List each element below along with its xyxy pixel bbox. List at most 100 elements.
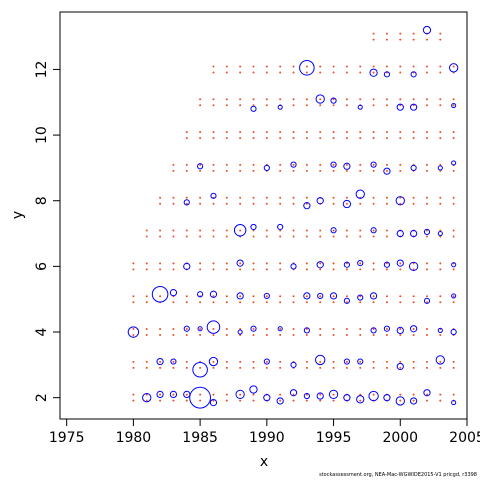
red-point bbox=[425, 301, 428, 304]
red-point bbox=[345, 334, 348, 337]
red-point bbox=[145, 262, 148, 265]
red-point bbox=[385, 229, 388, 232]
red-point bbox=[265, 98, 268, 101]
blue-point bbox=[330, 161, 337, 168]
blue-point bbox=[197, 326, 203, 332]
red-point bbox=[199, 169, 202, 172]
blue-point bbox=[369, 292, 378, 300]
red-point bbox=[199, 393, 202, 396]
red-point bbox=[305, 295, 308, 298]
blue-point bbox=[357, 358, 364, 365]
red-point bbox=[212, 137, 215, 140]
red-point bbox=[239, 169, 242, 172]
red-point bbox=[199, 399, 202, 402]
red-point bbox=[319, 399, 322, 402]
red-point bbox=[199, 163, 202, 166]
red-point bbox=[372, 328, 375, 331]
red-point bbox=[439, 137, 442, 140]
red-point bbox=[305, 262, 308, 265]
red-point bbox=[199, 98, 202, 101]
blue-point bbox=[357, 104, 363, 110]
red-point bbox=[319, 334, 322, 337]
red-point bbox=[225, 360, 228, 363]
red-point bbox=[292, 98, 295, 101]
x-tick-label: 1995 bbox=[316, 430, 352, 446]
red-point bbox=[452, 366, 455, 369]
blue-point bbox=[422, 25, 432, 35]
red-point bbox=[345, 301, 348, 304]
red-point bbox=[252, 268, 255, 271]
red-point bbox=[452, 295, 455, 298]
red-point bbox=[185, 163, 188, 166]
red-point bbox=[265, 65, 268, 68]
red-point bbox=[345, 65, 348, 68]
red-point bbox=[385, 235, 388, 238]
red-point bbox=[185, 131, 188, 134]
red-point bbox=[239, 268, 242, 271]
red-point bbox=[252, 169, 255, 172]
red-point bbox=[332, 202, 335, 205]
red-point bbox=[305, 65, 308, 68]
red-point bbox=[332, 399, 335, 402]
red-point bbox=[265, 268, 268, 271]
red-point bbox=[265, 301, 268, 304]
red-point bbox=[279, 295, 282, 298]
blue-point bbox=[437, 230, 443, 237]
red-point bbox=[425, 65, 428, 68]
red-point bbox=[145, 360, 148, 363]
red-point bbox=[265, 328, 268, 331]
red-point bbox=[319, 98, 322, 101]
y-tick-label: 4 bbox=[34, 327, 50, 336]
red-point bbox=[372, 169, 375, 172]
red-point bbox=[305, 235, 308, 238]
red-point bbox=[385, 366, 388, 369]
red-point bbox=[425, 393, 428, 396]
red-point bbox=[412, 262, 415, 265]
blue-point bbox=[206, 320, 221, 334]
red-point bbox=[172, 202, 175, 205]
red-point bbox=[452, 235, 455, 238]
red-point bbox=[425, 131, 428, 134]
blue-point bbox=[396, 229, 404, 238]
red-point bbox=[265, 360, 268, 363]
red-point bbox=[359, 295, 362, 298]
blue-point bbox=[451, 102, 457, 109]
red-point bbox=[225, 202, 228, 205]
red-point bbox=[452, 229, 455, 232]
red-point bbox=[439, 196, 442, 199]
red-point bbox=[305, 268, 308, 271]
blue-point bbox=[342, 199, 352, 209]
red-point bbox=[332, 295, 335, 298]
red-point bbox=[399, 360, 402, 363]
red-point bbox=[425, 366, 428, 369]
red-point bbox=[279, 131, 282, 134]
red-point bbox=[359, 366, 362, 369]
red-point bbox=[345, 328, 348, 331]
y-tick-label: 12 bbox=[34, 61, 50, 79]
red-point bbox=[412, 360, 415, 363]
red-point bbox=[319, 301, 322, 304]
red-point bbox=[212, 393, 215, 396]
blue-point bbox=[328, 389, 339, 400]
red-point bbox=[359, 393, 362, 396]
red-point bbox=[252, 334, 255, 337]
red-point bbox=[199, 262, 202, 265]
red-point bbox=[425, 98, 428, 101]
red-point bbox=[319, 235, 322, 238]
blue-point bbox=[169, 289, 178, 297]
red-point bbox=[252, 137, 255, 140]
red-point bbox=[425, 334, 428, 337]
red-point bbox=[319, 262, 322, 265]
red-point bbox=[425, 163, 428, 166]
blue-point bbox=[250, 325, 257, 332]
blue-point bbox=[343, 261, 351, 268]
red-point bbox=[332, 169, 335, 172]
red-point bbox=[359, 229, 362, 232]
blue-point bbox=[303, 292, 311, 300]
red-point bbox=[279, 399, 282, 402]
blue-point bbox=[370, 327, 377, 334]
red-point bbox=[399, 98, 402, 101]
red-point bbox=[399, 65, 402, 68]
blue-point bbox=[329, 292, 338, 300]
red-point bbox=[279, 393, 282, 396]
